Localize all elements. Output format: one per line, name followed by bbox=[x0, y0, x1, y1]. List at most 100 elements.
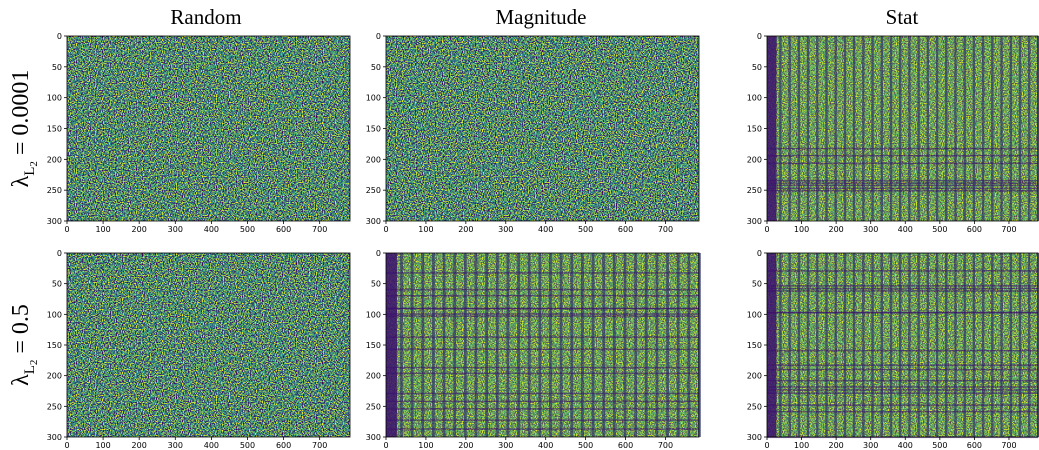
dark-band bbox=[527, 253, 531, 437]
heatmap-image bbox=[67, 36, 350, 221]
dark-band bbox=[991, 36, 994, 221]
dark-band bbox=[421, 253, 425, 437]
y-tick-label: 100 bbox=[47, 310, 62, 319]
y-tick-label: 0 bbox=[57, 249, 62, 258]
dark-band bbox=[591, 253, 595, 437]
dark-row bbox=[386, 408, 699, 410]
x-tick-label: 500 bbox=[578, 225, 593, 234]
x-tick-label: 0 bbox=[383, 225, 388, 234]
dark-row bbox=[386, 428, 699, 430]
x-tick-label: 300 bbox=[498, 225, 513, 234]
x-tick-label: 600 bbox=[276, 441, 291, 450]
dark-band bbox=[410, 253, 414, 437]
dark-band bbox=[806, 253, 810, 437]
dark-row bbox=[386, 315, 699, 317]
dark-band bbox=[935, 36, 939, 221]
y-tick-label: 250 bbox=[47, 186, 62, 195]
dark-band bbox=[474, 253, 478, 437]
x-tick-label: 500 bbox=[932, 441, 947, 450]
y-tick-label: 200 bbox=[47, 155, 62, 164]
dark-row bbox=[767, 285, 1038, 287]
dark-band bbox=[1027, 253, 1031, 437]
dark-band bbox=[676, 253, 680, 437]
y-tick-label: 50 bbox=[752, 63, 762, 72]
dark-row bbox=[767, 187, 1038, 190]
dark-edge bbox=[767, 36, 777, 221]
dark-band bbox=[963, 36, 966, 221]
x-tick-label: 400 bbox=[538, 225, 553, 234]
y-tick-label: 250 bbox=[747, 402, 762, 411]
dark-band bbox=[463, 253, 467, 437]
dark-band bbox=[602, 253, 606, 437]
dark-band bbox=[1000, 253, 1003, 437]
y-tick-label: 300 bbox=[366, 433, 381, 442]
x-tick-label: 400 bbox=[204, 441, 219, 450]
dark-row bbox=[386, 336, 699, 338]
x-tick-label: 100 bbox=[95, 441, 110, 450]
dark-row bbox=[386, 307, 699, 310]
dark-row bbox=[767, 184, 1038, 187]
dark-band bbox=[559, 253, 563, 437]
dark-band bbox=[644, 253, 648, 437]
dark-band bbox=[981, 36, 985, 221]
symbol: λ bbox=[8, 374, 34, 386]
y-tick-label: 300 bbox=[366, 217, 381, 226]
dark-band bbox=[442, 253, 446, 437]
y-tick-label: 50 bbox=[52, 280, 62, 289]
dark-band bbox=[666, 253, 669, 437]
dark-band bbox=[797, 253, 801, 437]
dark-band bbox=[788, 253, 791, 437]
row-label: λL2 = 0.0001 bbox=[8, 70, 40, 188]
y-tick-label: 150 bbox=[747, 341, 762, 350]
dark-band bbox=[945, 253, 948, 437]
dark-band bbox=[862, 253, 865, 437]
x-tick-label: 200 bbox=[828, 225, 843, 234]
x-tick-label: 100 bbox=[418, 225, 433, 234]
x-tick-label: 200 bbox=[828, 441, 843, 450]
dark-row bbox=[386, 400, 699, 403]
x-tick-label: 400 bbox=[204, 225, 219, 234]
dark-band bbox=[889, 253, 893, 437]
panel: 0 100 200 300 400 500 600 700 0 50 100 150 200 250 300 bbox=[747, 249, 1039, 450]
x-tick-label: 600 bbox=[276, 225, 291, 234]
dark-band bbox=[926, 253, 930, 437]
column-title: Magnitude bbox=[496, 5, 587, 29]
y-tick-label: 250 bbox=[747, 186, 762, 195]
dark-row bbox=[767, 270, 1038, 272]
x-tick-label: 300 bbox=[498, 441, 513, 450]
x-tick-label: 100 bbox=[794, 225, 809, 234]
dark-band bbox=[549, 253, 552, 437]
dark-row bbox=[386, 348, 699, 350]
dark-band bbox=[825, 36, 828, 221]
y-tick-label: 300 bbox=[47, 433, 62, 442]
y-tick-label: 300 bbox=[47, 217, 62, 226]
subsubscript: 2 bbox=[28, 360, 40, 366]
heatmap-image bbox=[386, 36, 699, 221]
dark-band bbox=[880, 36, 883, 221]
dark-band bbox=[779, 36, 782, 221]
dark-band bbox=[538, 253, 542, 437]
dark-row bbox=[767, 386, 1038, 388]
y-tick-label: 50 bbox=[52, 63, 62, 72]
dark-band bbox=[843, 36, 847, 221]
dark-band bbox=[655, 253, 659, 437]
x-tick-label: 700 bbox=[1001, 441, 1016, 450]
x-tick-label: 200 bbox=[132, 441, 147, 450]
x-tick-label: 100 bbox=[418, 441, 433, 450]
dark-band bbox=[852, 36, 856, 221]
x-tick-label: 500 bbox=[932, 225, 947, 234]
y-tick-label: 250 bbox=[366, 402, 381, 411]
dark-row bbox=[386, 272, 699, 274]
x-tick-label: 700 bbox=[658, 225, 673, 234]
dark-row bbox=[767, 287, 1038, 290]
dark-row bbox=[767, 410, 1038, 413]
x-tick-label: 700 bbox=[1001, 225, 1016, 234]
dark-band bbox=[917, 253, 920, 437]
dark-band bbox=[1009, 253, 1012, 437]
dark-edge bbox=[767, 253, 777, 437]
dark-band bbox=[963, 253, 966, 437]
dark-band bbox=[816, 36, 819, 221]
dark-row bbox=[767, 368, 1038, 371]
dark-row bbox=[767, 364, 1038, 366]
